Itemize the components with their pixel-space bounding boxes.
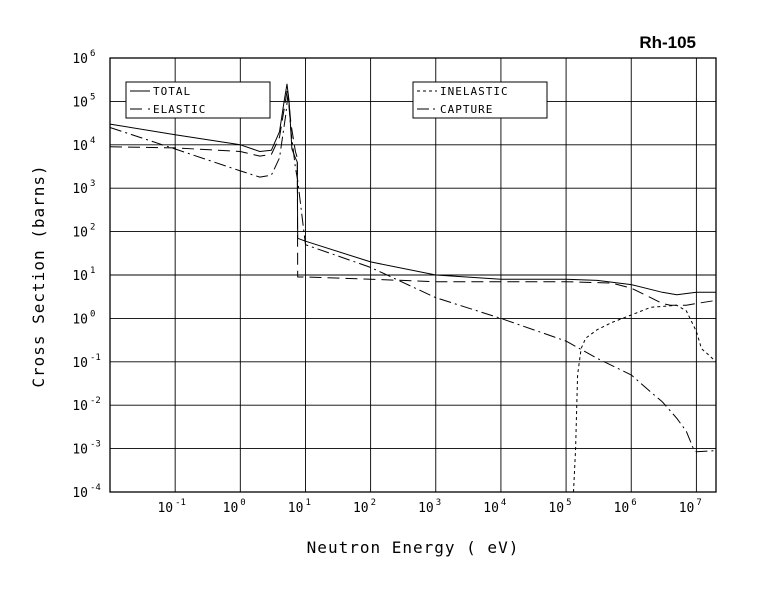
x-tick-exponent: 0 [240,498,245,508]
y-tick-exponent: 4 [90,136,95,146]
y-tick-base: 10 [72,443,88,458]
x-tick-exponent: 6 [631,498,636,508]
x-tick-exponent: 2 [371,498,376,508]
legend-label-elastic: ELASTIC [153,103,206,116]
y-tick-exponent: 2 [90,223,95,233]
y-tick-base: 10 [72,139,88,154]
y-tick-exponent: -3 [90,440,101,450]
x-tick-base: 10 [483,501,499,516]
legend-right-box [412,81,548,119]
y-tick-label-6: 10 0 [72,309,95,327]
y-tick-exponent: 3 [90,179,95,189]
legend-label-inelastic: INELASTIC [440,85,509,98]
x-tick-base: 10 [288,501,304,516]
y-tick-exponent: -4 [90,483,101,493]
x-tick-label-4: 10 3 [418,498,441,516]
x-tick-label-2: 10 1 [288,498,311,516]
y-tick-base: 10 [72,226,88,241]
x-tick-base: 10 [679,501,695,516]
y-tick-exponent: 0 [90,309,95,319]
y-tick-label-3: 10 3 [72,179,95,197]
legend-right: INELASTIC CAPTURE [412,81,548,119]
x-tick-label-5: 10 4 [483,498,506,516]
x-tick-exponent: 7 [696,498,701,508]
plot-frame [109,57,717,493]
x-tick-exponent: 1 [305,498,310,508]
x-tick-label-3: 10 2 [353,498,376,516]
legend-left: TOTAL ELASTIC [125,81,271,119]
y-tick-label-9: 10 -3 [72,440,101,458]
x-tick-label-8: 10 7 [679,498,702,516]
grid [110,57,716,493]
y-tick-label-4: 10 2 [72,223,95,241]
y-tick-exponent: 1 [90,266,95,276]
y-axis-label: Cross Section (barns) [29,164,48,387]
legend-label-capture: CAPTURE [440,103,493,116]
y-tick-exponent: 6 [90,49,95,59]
x-tick-exponent: -1 [175,498,186,508]
x-tick-labels: 10 -1 10 0 10 1 10 2 10 3 10 4 10 5 10 6 10 7 [157,498,701,516]
x-tick-base: 10 [548,501,564,516]
y-tick-label-5: 10 1 [72,266,95,284]
y-tick-label-10: 10 -4 [72,483,101,501]
y-tick-label-1: 10 5 [72,92,95,110]
y-tick-base: 10 [72,356,88,371]
x-tick-exponent: 3 [436,498,441,508]
chart-title: Rh-105 [639,33,696,52]
y-tick-exponent: -1 [90,353,101,363]
x-tick-base: 10 [614,501,630,516]
x-tick-label-0: 10 -1 [157,498,186,516]
y-tick-label-7: 10 -1 [72,353,101,371]
y-tick-base: 10 [72,269,88,284]
x-tick-base: 10 [157,501,173,516]
x-tick-base: 10 [223,501,239,516]
x-axis-label: Neutron Energy ( eV) [307,538,520,557]
y-tick-base: 10 [72,52,88,67]
y-tick-label-2: 10 4 [72,136,95,154]
x-tick-label-7: 10 6 [614,498,637,516]
series-line-elastic [109,87,717,306]
y-tick-base: 10 [72,182,88,197]
y-tick-label-0: 10 6 [72,49,95,67]
x-tick-base: 10 [353,501,369,516]
legend-left-box [125,81,271,119]
legend-label-total: TOTAL [153,85,191,98]
y-tick-base: 10 [72,486,88,501]
y-tick-exponent: 5 [90,92,95,102]
x-tick-exponent: 5 [566,498,571,508]
series-lines [109,83,717,493]
series-line-capture [109,93,717,453]
y-tick-label-8: 10 -2 [72,396,101,414]
y-tick-exponent: -2 [90,396,101,406]
y-tick-base: 10 [72,95,88,110]
x-tick-label-6: 10 5 [548,498,571,516]
x-tick-label-1: 10 0 [223,498,246,516]
y-tick-base: 10 [72,399,88,414]
x-tick-exponent: 4 [501,498,506,508]
y-tick-base: 10 [72,312,88,327]
series-line-inelastic [573,304,717,493]
x-tick-base: 10 [418,501,434,516]
